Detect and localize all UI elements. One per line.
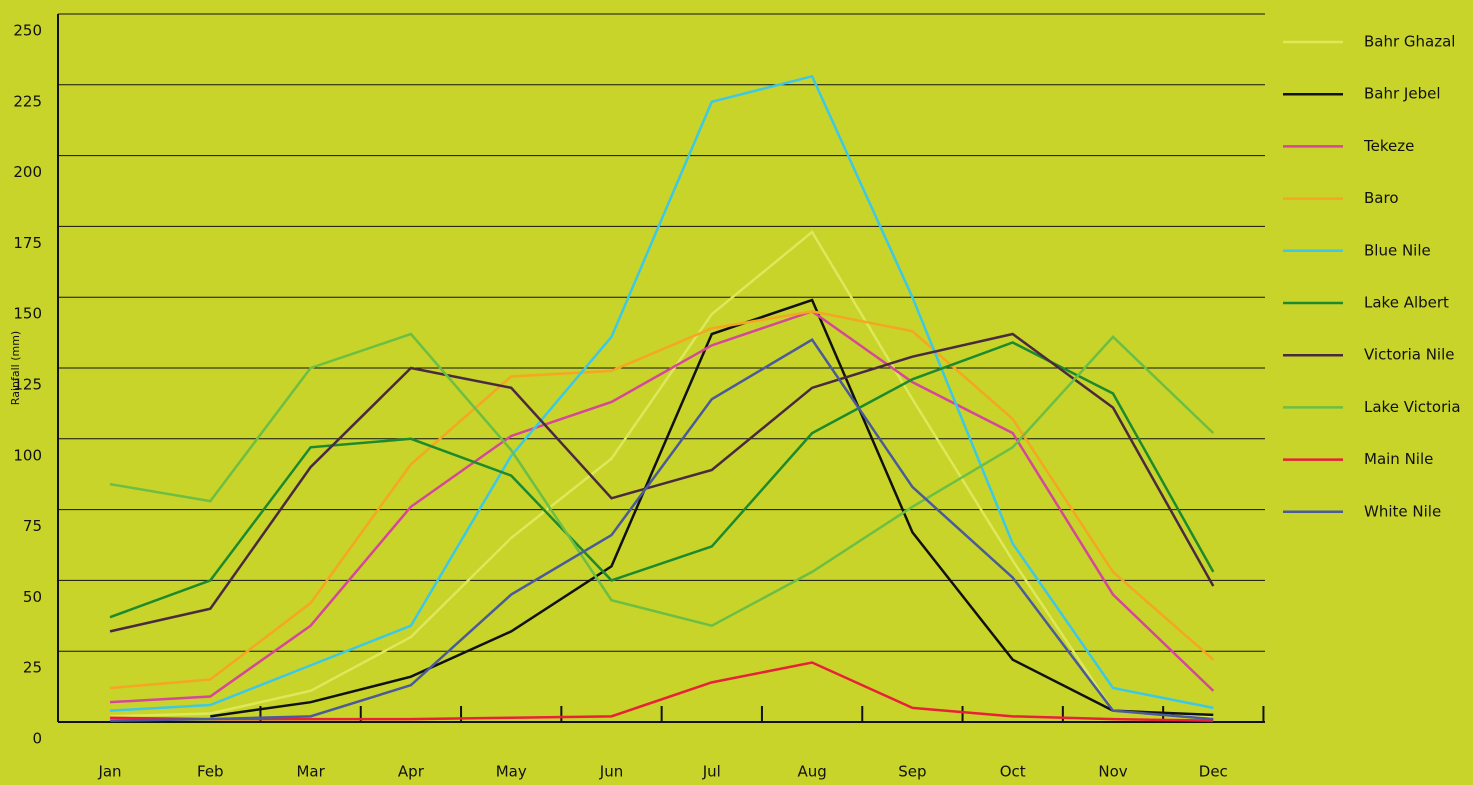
x-tick-label: Dec xyxy=(1199,763,1228,781)
x-tick-label: Nov xyxy=(1098,763,1127,781)
legend-label: Baro xyxy=(1364,189,1399,207)
legend-label: Main Nile xyxy=(1364,450,1433,468)
y-tick-label: 250 xyxy=(13,22,42,40)
x-tick-label: Sep xyxy=(898,763,926,781)
y-tick-label: 100 xyxy=(13,446,42,464)
legend-label: Lake Albert xyxy=(1364,294,1449,312)
x-tick-label: May xyxy=(496,763,527,781)
y-tick-label: 25 xyxy=(23,659,42,677)
legend-label: White Nile xyxy=(1364,502,1441,520)
series-line xyxy=(109,332,1215,633)
y-tick-label: 225 xyxy=(13,92,42,110)
x-tick-label: Feb xyxy=(197,763,224,781)
x-tick-label: Jun xyxy=(599,763,623,781)
series-line xyxy=(109,341,1215,619)
x-tick-label: Jul xyxy=(702,763,721,781)
series-line xyxy=(109,74,1214,712)
series-line xyxy=(109,230,1214,718)
x-tick-label: Jan xyxy=(97,763,121,781)
y-tick-label: 125 xyxy=(13,376,42,394)
series-line xyxy=(109,661,1214,722)
legend-label: Bahr Jebel xyxy=(1364,85,1441,103)
legend-label: Tekeze xyxy=(1363,137,1414,155)
x-tick-label: Apr xyxy=(398,763,425,781)
y-axis-label: Rainfall (mm) xyxy=(9,331,22,405)
series-line xyxy=(109,309,1215,704)
y-tick-label: 175 xyxy=(13,234,42,252)
series-line xyxy=(109,332,1215,628)
legend-label: Blue Nile xyxy=(1364,241,1431,259)
series-line xyxy=(109,310,1215,690)
legend-label: Lake Victoria xyxy=(1364,398,1461,416)
x-tick-label: Mar xyxy=(296,763,325,781)
y-tick-label: 0 xyxy=(32,730,42,748)
x-tick-label: Oct xyxy=(1000,763,1026,781)
y-tick-label: 150 xyxy=(13,305,42,323)
series-line xyxy=(109,338,1214,722)
y-tick-label: 50 xyxy=(23,588,42,606)
x-tick-label: Aug xyxy=(797,763,826,781)
series-line xyxy=(210,298,1214,718)
legend-label: Bahr Ghazal xyxy=(1364,33,1455,51)
y-tick-label: 75 xyxy=(23,517,42,535)
legend-label: Victoria Nile xyxy=(1364,346,1454,364)
y-tick-label: 200 xyxy=(13,163,42,181)
